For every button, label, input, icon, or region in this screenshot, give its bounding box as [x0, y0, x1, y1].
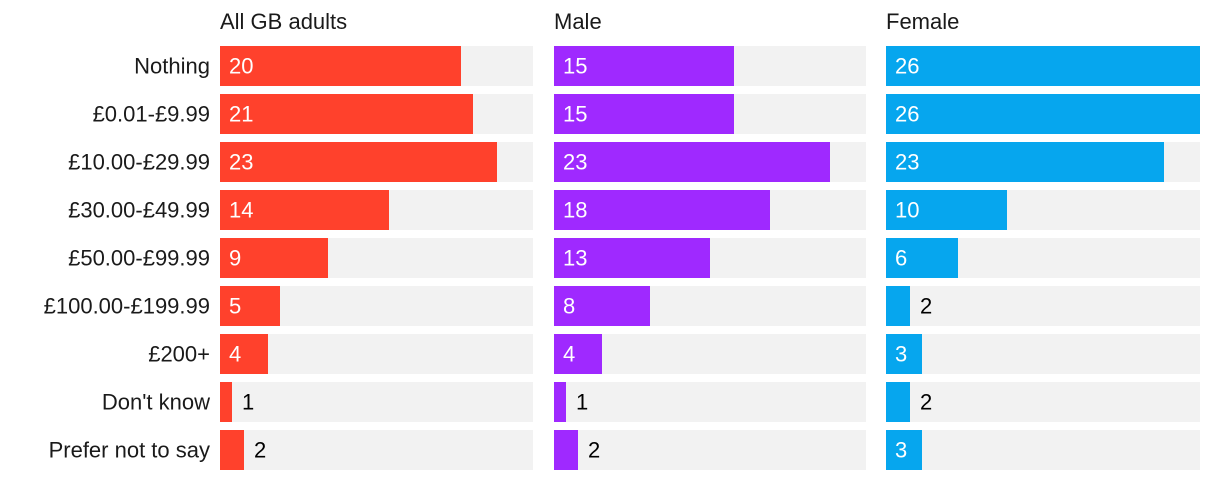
bar-track — [554, 430, 866, 470]
bar-track — [220, 382, 533, 422]
bar — [220, 142, 497, 182]
bar — [554, 286, 650, 326]
data-label: 2 — [920, 294, 932, 319]
bar-track — [220, 430, 533, 470]
data-label: 18 — [563, 198, 587, 223]
bar — [886, 382, 910, 422]
bar — [220, 238, 328, 278]
bar — [554, 190, 770, 230]
category-label: Nothing — [134, 54, 210, 79]
data-label: 3 — [895, 342, 907, 367]
bar — [554, 382, 566, 422]
bar-track — [886, 430, 1200, 470]
bar — [886, 430, 922, 470]
data-label: 23 — [229, 150, 253, 175]
data-label: 2 — [920, 390, 932, 415]
bar — [886, 94, 1200, 134]
series-title: Male — [554, 9, 602, 34]
bar — [886, 142, 1164, 182]
data-label: 21 — [229, 102, 253, 127]
category-label: Don't know — [102, 390, 210, 415]
category-label: £100.00-£199.99 — [44, 294, 210, 319]
category-label: Prefer not to say — [49, 438, 210, 463]
bar — [220, 286, 280, 326]
data-label: 8 — [563, 294, 575, 319]
bar — [886, 46, 1200, 86]
data-label: 26 — [895, 102, 919, 127]
category-label: £50.00-£99.99 — [68, 246, 210, 271]
bar — [554, 334, 602, 374]
bar — [554, 142, 830, 182]
data-label: 1 — [576, 390, 588, 415]
bar-track — [554, 382, 866, 422]
bar-track — [886, 286, 1200, 326]
data-label: 4 — [229, 342, 241, 367]
bar — [886, 334, 922, 374]
bar — [554, 94, 734, 134]
bar — [220, 382, 232, 422]
data-label: 23 — [895, 150, 919, 175]
data-label: 15 — [563, 54, 587, 79]
bar — [886, 238, 958, 278]
bar — [220, 94, 473, 134]
data-label: 4 — [563, 342, 575, 367]
data-label: 5 — [229, 294, 241, 319]
bar-track — [220, 334, 533, 374]
bar — [220, 190, 389, 230]
data-label: 2 — [254, 438, 266, 463]
bar — [554, 46, 734, 86]
data-label: 2 — [588, 438, 600, 463]
category-label: £30.00-£49.99 — [68, 198, 210, 223]
data-label: 3 — [895, 438, 907, 463]
bar — [220, 430, 244, 470]
bar — [220, 46, 461, 86]
bar — [886, 190, 1007, 230]
bar-track — [886, 382, 1200, 422]
series-title: All GB adults — [220, 9, 347, 34]
bar — [554, 238, 710, 278]
bar — [886, 286, 910, 326]
data-label: 14 — [229, 198, 253, 223]
bar-track — [554, 334, 866, 374]
data-label: 6 — [895, 246, 907, 271]
data-label: 26 — [895, 54, 919, 79]
series-title: Female — [886, 9, 959, 34]
category-label: £200+ — [148, 342, 210, 367]
bar-track — [886, 334, 1200, 374]
bar — [220, 334, 268, 374]
data-label: 10 — [895, 198, 919, 223]
data-label: 13 — [563, 246, 587, 271]
data-label: 20 — [229, 54, 253, 79]
bar — [554, 430, 578, 470]
category-label: £10.00-£29.99 — [68, 150, 210, 175]
data-label: 15 — [563, 102, 587, 127]
data-label: 9 — [229, 246, 241, 271]
data-label: 1 — [242, 390, 254, 415]
category-label: £0.01-£9.99 — [93, 102, 210, 127]
data-label: 23 — [563, 150, 587, 175]
